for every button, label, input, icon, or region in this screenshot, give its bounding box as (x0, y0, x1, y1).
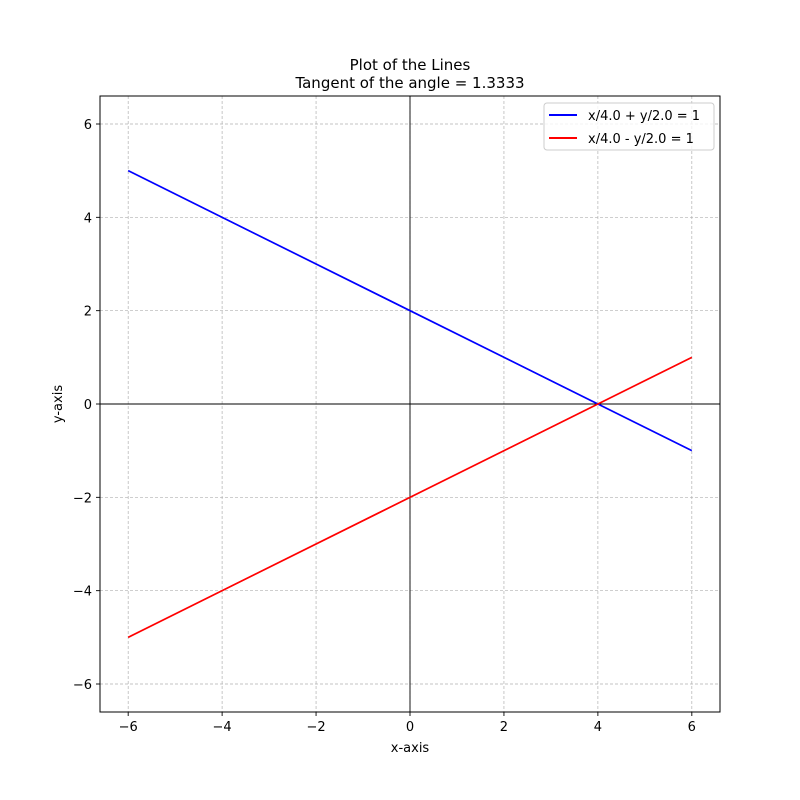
legend: x/4.0 + y/2.0 = 1 x/4.0 - y/2.0 = 1 (543, 102, 715, 151)
y-tick-label: 4 (84, 211, 92, 226)
chart-subtitle: Tangent of the angle = 1.3333 (294, 74, 524, 92)
legend-label-series-1: x/4.0 + y/2.0 = 1 (588, 109, 700, 124)
x-tick-label: −6 (119, 720, 138, 735)
chart-title: Plot of the Lines (350, 56, 471, 74)
x-ticks: −6 −4 −2 0 2 4 6 (119, 712, 696, 735)
series-lines (127, 169, 693, 639)
y-axis-label: y-axis (51, 385, 66, 423)
x-tick-label: 0 (406, 720, 414, 735)
x-tick-label: 6 (688, 720, 696, 735)
x-tick-label: −2 (306, 720, 325, 735)
x-tick-label: 2 (500, 720, 508, 735)
y-ticks: −6 −4 −2 0 2 4 6 (73, 118, 100, 693)
x-axis-label: x-axis (391, 741, 430, 756)
series-line-2 (127, 356, 693, 639)
legend-label-series-2: x/4.0 - y/2.0 = 1 (588, 132, 694, 147)
y-tick-label: 0 (84, 398, 92, 413)
x-tick-label: −4 (213, 720, 232, 735)
y-tick-label: −2 (73, 491, 92, 506)
y-tick-label: 2 (84, 305, 92, 320)
y-tick-label: −6 (73, 678, 92, 693)
x-tick-label: 4 (594, 720, 602, 735)
y-tick-label: −4 (73, 585, 92, 600)
y-tick-label: 6 (84, 118, 92, 133)
zero-axes (100, 96, 720, 712)
legend-box (543, 102, 715, 151)
